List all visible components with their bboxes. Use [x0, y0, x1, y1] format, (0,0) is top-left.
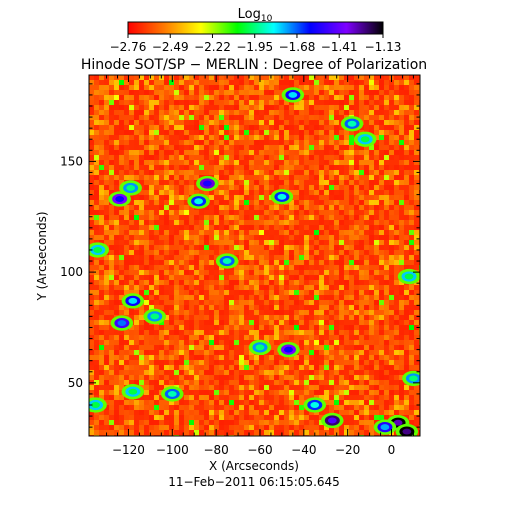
map-feature-4: [270, 189, 294, 205]
colorbar-tick-label-6: −1.13: [365, 40, 402, 54]
plot-frame: [88, 74, 421, 437]
colorbar-tick-label-0: −2.76: [110, 40, 147, 54]
plot-area: [89, 75, 420, 436]
timestamp: 11−Feb−2011 06:15:05.645: [168, 475, 340, 489]
y-tick-label-1: 100: [60, 265, 83, 279]
map-feature-8: [121, 293, 145, 309]
x-tick-label-6: 0: [388, 443, 396, 457]
map-feature-1: [119, 180, 142, 196]
x-tick-label-2: −80: [203, 443, 228, 457]
map-feature-5: [281, 87, 305, 103]
map-feature-13: [248, 339, 272, 356]
map-feature-11: [215, 253, 239, 269]
map-feature-10: [143, 308, 167, 325]
map-feature-17: [303, 397, 327, 413]
colorbar-tick-label-4: −1.68: [279, 40, 316, 54]
x-axis-label: X (Arcseconds): [209, 459, 299, 473]
colorbar-label: Log10: [238, 7, 273, 24]
map-feature-12: [277, 341, 300, 358]
map-feature-14: [161, 386, 184, 402]
colorbar-ticks: −2.76 −2.49 −2.22 −1.95 −1.68 −1.41 −1.13: [110, 34, 402, 54]
colorbar-gradient: [127, 21, 384, 35]
map-texture: [89, 75, 420, 436]
colorbar-label-subscript: 10: [261, 14, 273, 24]
map-feature-6: [340, 116, 364, 132]
y-tick-label-0: 50: [68, 376, 83, 390]
x-tick-label-0: −120: [112, 443, 145, 457]
map-feature-15: [121, 384, 145, 400]
colorbar: Log10 −2.76 −2.49 −2.22 −1.95 −1.68 −1.41 −1.1…: [110, 7, 402, 54]
colorbar-tick-label-1: −2.49: [152, 40, 189, 54]
chart-title: Hinode SOT/SP − MERLIN : Degree of Polar…: [81, 57, 427, 73]
map-feature-21: [402, 370, 420, 387]
map-feature-19: [395, 423, 419, 436]
x-tick-label-4: −40: [291, 443, 316, 457]
map-feature-7: [353, 131, 377, 147]
colorbar-tick-label-3: −1.95: [236, 40, 273, 54]
y-tick-label-2: 150: [60, 154, 83, 168]
map-feature-0: [108, 191, 131, 207]
colorbar-tick-label-5: −1.41: [321, 40, 358, 54]
colorbar-tick-label-2: −2.22: [194, 40, 231, 54]
y-axis: 50 100 150: [60, 83, 420, 428]
x-tick-label-5: −20: [335, 443, 360, 457]
x-tick-label-1: −100: [156, 443, 189, 457]
map-feature-3: [187, 193, 210, 209]
y-axis-label: Y (Arcseconds): [35, 211, 49, 301]
map-features: [89, 87, 420, 436]
map-feature-9: [110, 315, 134, 331]
map-feature-23: [89, 242, 110, 258]
map-feature-16: [321, 412, 344, 429]
map-feature-2: [196, 175, 219, 192]
map-feature-24: [89, 397, 107, 413]
x-tick-label-3: −60: [247, 443, 272, 457]
colorbar-label-base: Log: [238, 7, 261, 22]
map-feature-20: [373, 419, 397, 435]
x-axis: −120 −100 −80 −60 −40 −20 0: [106, 75, 414, 457]
map-feature-22: [397, 268, 420, 285]
